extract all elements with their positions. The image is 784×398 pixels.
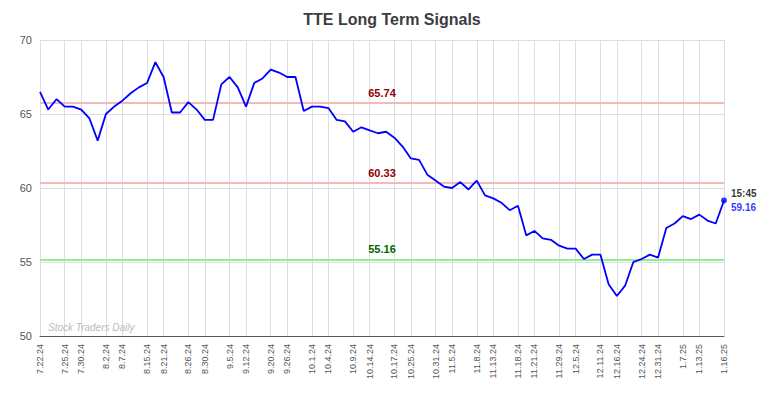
svg-text:10.14.24: 10.14.24 [365, 344, 375, 379]
svg-text:11.13.24: 11.13.24 [488, 344, 498, 378]
svg-text:12.5.24: 12.5.24 [571, 344, 581, 374]
svg-text:65.74: 65.74 [368, 87, 396, 99]
svg-text:1.13.25: 1.13.25 [694, 344, 704, 374]
svg-text:9.20.24: 9.20.24 [266, 344, 276, 374]
svg-text:9.5.24: 9.5.24 [225, 344, 235, 369]
svg-text:12.24.24: 12.24.24 [637, 344, 647, 379]
svg-text:10.31.24: 10.31.24 [431, 344, 441, 379]
svg-text:8.2.24: 8.2.24 [101, 344, 111, 369]
svg-text:10.1.24: 10.1.24 [307, 344, 317, 374]
svg-text:65: 65 [20, 108, 32, 120]
svg-text:11.18.24: 11.18.24 [513, 344, 523, 378]
svg-text:59.16: 59.16 [731, 202, 756, 213]
svg-text:9.12.24: 9.12.24 [241, 344, 251, 374]
svg-text:10.17.24: 10.17.24 [389, 344, 399, 379]
svg-text:50: 50 [20, 330, 32, 342]
svg-text:55.16: 55.16 [368, 243, 396, 255]
svg-text:10.9.24: 10.9.24 [348, 344, 358, 374]
svg-text:12.16.24: 12.16.24 [612, 344, 622, 379]
svg-text:12.31.24: 12.31.24 [653, 344, 663, 379]
svg-text:1.16.25: 1.16.25 [719, 344, 729, 374]
svg-text:8.30.24: 8.30.24 [200, 344, 210, 374]
svg-text:11.29.24: 11.29.24 [554, 344, 564, 378]
svg-text:10.25.24: 10.25.24 [406, 344, 416, 379]
svg-text:7.30.24: 7.30.24 [76, 344, 86, 374]
svg-text:1.7.25: 1.7.25 [678, 344, 688, 369]
svg-text:7.25.24: 7.25.24 [60, 344, 70, 374]
svg-text:TTE Long Term Signals: TTE Long Term Signals [303, 11, 481, 28]
svg-text:7.22.24: 7.22.24 [35, 344, 45, 374]
svg-text:60.33: 60.33 [368, 167, 396, 179]
svg-text:60: 60 [20, 182, 32, 194]
svg-text:11.8.24: 11.8.24 [472, 344, 482, 373]
svg-text:9.26.24: 9.26.24 [282, 344, 292, 374]
svg-text:70: 70 [20, 34, 32, 46]
svg-text:8.26.24: 8.26.24 [183, 344, 193, 374]
svg-text:55: 55 [20, 256, 32, 268]
svg-text:12.11.24: 12.11.24 [595, 344, 605, 378]
svg-text:8.15.24: 8.15.24 [142, 344, 152, 374]
svg-text:10.4.24: 10.4.24 [323, 344, 333, 374]
svg-text:11.5.24: 11.5.24 [447, 344, 457, 373]
svg-text:Stock Traders Daily: Stock Traders Daily [48, 322, 136, 333]
svg-text:11.21.24: 11.21.24 [529, 344, 539, 378]
svg-text:8.21.24: 8.21.24 [159, 344, 169, 374]
svg-text:8.7.24: 8.7.24 [117, 344, 127, 369]
svg-text:15:45: 15:45 [731, 188, 757, 199]
